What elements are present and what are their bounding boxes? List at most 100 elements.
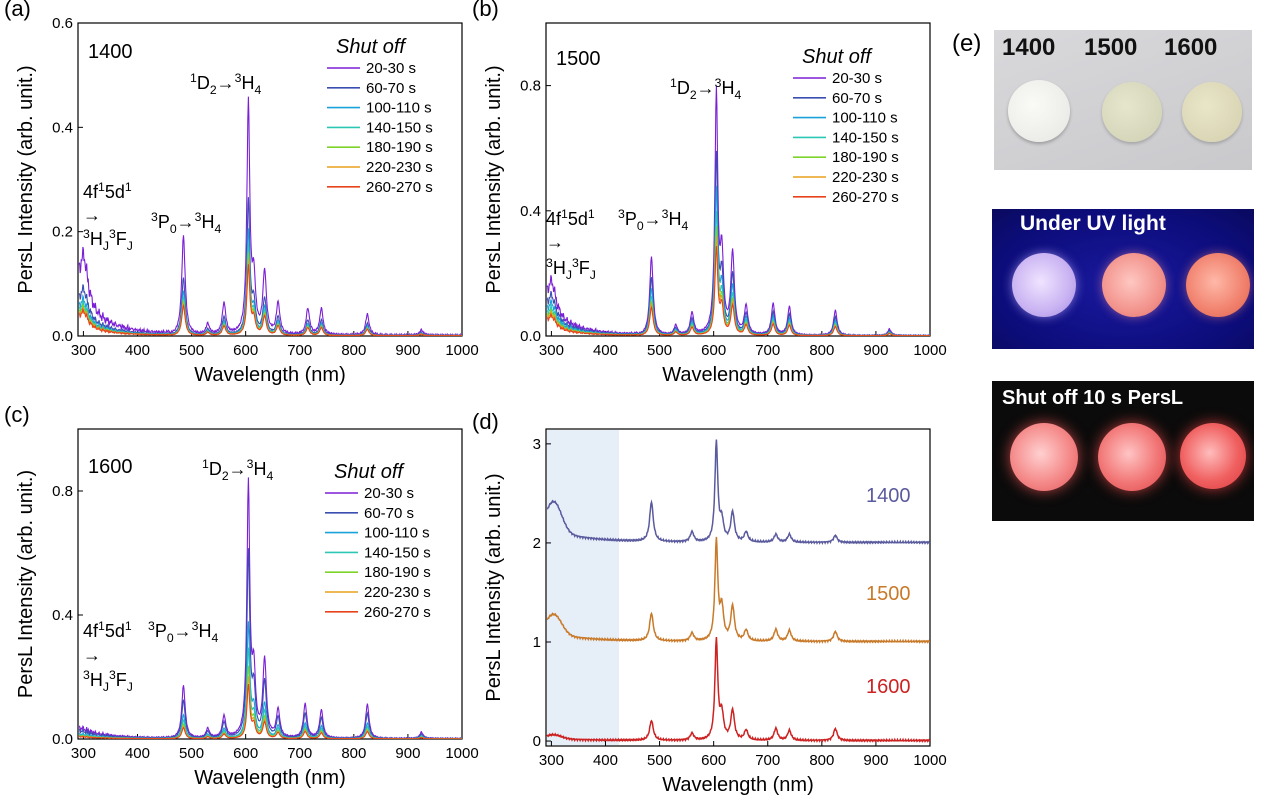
- x-tick-label-1-5: 800: [809, 342, 834, 359]
- x-tick-label-2-0: 300: [71, 745, 96, 762]
- series-line-0-1: [78, 197, 462, 336]
- annotation-1d2-2-part: 4: [266, 469, 273, 483]
- plot-frame-0: [77, 22, 463, 337]
- annotation-4f5d-1-part: 1: [588, 207, 595, 221]
- legend-label-2-2: 100-110 s: [364, 525, 430, 542]
- photo-samples-uv: Under UV light: [992, 209, 1254, 349]
- x-tick-label-3-2: 500: [647, 752, 672, 769]
- plot-frame-1: [545, 22, 931, 337]
- x-tick-label-0-0: 300: [71, 342, 96, 359]
- legend-label-0-4: 180-190 s: [366, 139, 433, 156]
- legend-label-2-3: 140-150 s: [364, 544, 431, 561]
- y-tick-label-1-2: 0.8: [520, 78, 541, 95]
- y-tick-label-0-0: 0.0: [52, 328, 73, 345]
- annotation-3p0-2-part: P: [155, 621, 167, 641]
- annotation-4f5d-1-part: 1: [561, 207, 568, 221]
- series-label-d-0: 1400: [866, 485, 911, 507]
- annotation-1d2-2-part: D: [209, 459, 222, 479]
- x-tick-label-3-0: 300: [539, 752, 564, 769]
- annotation-1d2-1: 1D2→3H4: [670, 76, 741, 102]
- annotation-3p0-0-part: 3: [195, 210, 202, 224]
- annotation-1d2-1-part: 1: [670, 76, 677, 90]
- annotation-3p0-1-part: 4: [681, 219, 688, 233]
- annotation-3p0-1-part: H: [668, 209, 681, 229]
- annotation-hjfj-2-part: J: [103, 680, 109, 694]
- uv-disc-1400: [1012, 253, 1076, 317]
- y-tick-label-2-0: 0.0: [52, 731, 73, 748]
- legend-label-1-6: 260-270 s: [832, 189, 899, 206]
- annotation-4f5d-2-part: 5d: [105, 621, 125, 641]
- series-line-1-6: [546, 245, 930, 336]
- annotation-hjfj-1-part: J: [566, 268, 572, 282]
- y-axis-label-2: PersL Intensity (arb. unit.): [15, 470, 37, 698]
- annotation-hjfj-2: 3HJ3FJ: [83, 668, 133, 694]
- legend-label-0-0: 20-30 s: [366, 60, 416, 77]
- uv-disc-1600: [1186, 253, 1250, 317]
- y-tick-label-3-3: 3: [533, 436, 541, 453]
- legend-label-0-1: 60-70 s: [366, 80, 416, 97]
- series-line-1-3: [546, 210, 930, 336]
- x-axis-label-1: Wavelength (nm): [662, 364, 814, 386]
- legend-label-0-5: 220-230 s: [366, 159, 433, 176]
- legend-label-2-1: 60-70 s: [364, 505, 414, 522]
- x-tick-label-0-6: 900: [395, 342, 420, 359]
- x-tick-label-0-7: 1000: [445, 342, 478, 359]
- annotation-1d2-2-part: 2: [222, 469, 229, 483]
- annotation-1d2-1-part: 4: [734, 88, 741, 102]
- annotation-1d2-0-part: 2: [210, 83, 217, 97]
- y-tick-label-3-0: 0: [533, 733, 541, 750]
- series-label-d-2: 1600: [866, 676, 911, 698]
- annotation-hjfj-2-part: F: [116, 670, 127, 690]
- annotation-3p0-0-part: 4: [214, 222, 221, 236]
- y-tick-label-3-1: 1: [533, 634, 541, 651]
- x-tick-label-3-5: 800: [809, 752, 834, 769]
- panel-e-letter: (e): [952, 30, 982, 57]
- annotation-3p0-0-part: 3: [151, 210, 158, 224]
- x-tick-label-0-5: 800: [341, 342, 366, 359]
- series-line-d-2: [546, 637, 930, 743]
- annotation-4f5d-1-part: 5d: [568, 209, 588, 229]
- x-axis-label-3: Wavelength (nm): [662, 774, 814, 796]
- annotation-hjfj-0-part: H: [90, 229, 103, 249]
- sample-disc-1400: [1008, 80, 1070, 142]
- legend-label-2-5: 220-230 s: [364, 584, 431, 601]
- annotation-hjfj-0-part: J: [127, 239, 133, 253]
- legend-label-2-6: 260-270 s: [364, 604, 431, 621]
- annotation-hjfj-0-part: 3: [83, 227, 90, 241]
- annotation-1d2-0: 1D2→3H4: [190, 71, 261, 97]
- legend-title-2: Shut off: [334, 461, 405, 483]
- annotation-hjfj-1-part: J: [590, 268, 596, 282]
- series-line-0-5: [78, 259, 462, 336]
- annotation-1d2-2-part: H: [253, 459, 266, 479]
- legend-label-1-4: 180-190 s: [832, 149, 899, 166]
- series-line-2-6: [79, 684, 462, 739]
- sample-label-2: 1600: [88, 456, 133, 478]
- uv-disc-1500: [1102, 253, 1166, 317]
- annotation-1d2-0-part: D: [197, 73, 210, 93]
- persl-disc-1600: [1180, 423, 1246, 489]
- annotation-3p0-2-part: 3: [148, 619, 155, 633]
- sample-disc-1500: [1102, 82, 1162, 142]
- x-tick-label-3-7: 1000: [913, 752, 946, 769]
- x-tick-label-2-3: 600: [233, 745, 258, 762]
- x-tick-label-1-0: 300: [539, 342, 564, 359]
- persl-disc-1500: [1098, 423, 1166, 491]
- annotation-hjfj-1-part: 3: [546, 256, 553, 270]
- sample-label-0: 1400: [88, 41, 133, 63]
- annotation-3p0-0: 3P0→3H4: [151, 210, 221, 236]
- annotation-3p0-0-part: P: [158, 212, 170, 232]
- annotation-4f5d-0-part: 1: [98, 180, 105, 194]
- photo-label-1500: 1500: [1084, 34, 1138, 61]
- annotation-3p0-2-part: H: [198, 621, 211, 641]
- y-tick-label-3-2: 2: [533, 535, 541, 552]
- legend-label-2-0: 20-30 s: [364, 485, 414, 502]
- annotation-1d2-1-part: H: [721, 78, 734, 98]
- legend-title-0: Shut off: [336, 36, 407, 58]
- y-tick-label-2-2: 0.8: [52, 483, 73, 500]
- annotation-4f5d-2: 4f15d1: [83, 619, 132, 641]
- y-tick-label-0-1: 0.2: [52, 224, 73, 241]
- annotation-1d2-0-part: →: [217, 73, 235, 93]
- annotation-3p0-1-part: →: [644, 209, 662, 229]
- annotation-1d2-2-part: →: [229, 459, 247, 479]
